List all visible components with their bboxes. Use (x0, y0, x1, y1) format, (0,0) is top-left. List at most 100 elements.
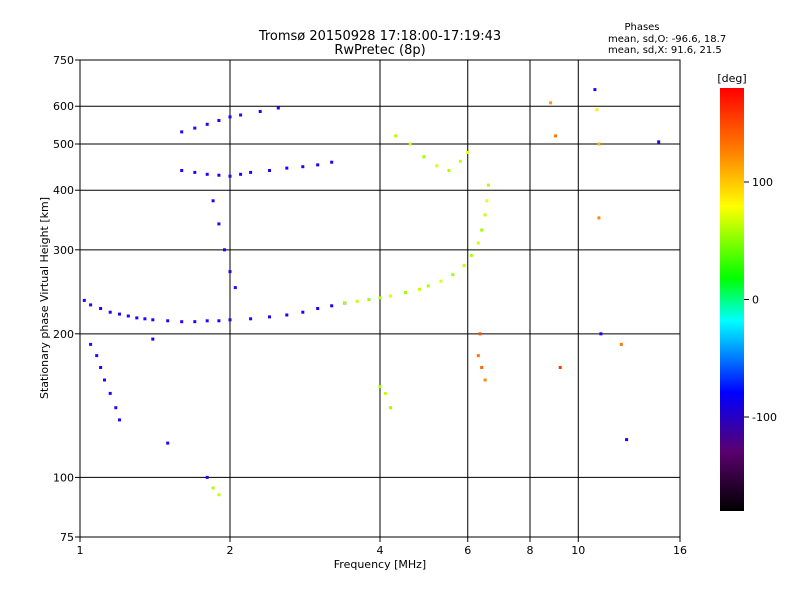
y-tick-label: 200 (53, 328, 74, 341)
data-point (439, 279, 443, 283)
y-tick-label: 400 (53, 184, 74, 197)
data-point (285, 166, 289, 170)
data-point (217, 493, 221, 497)
data-point (301, 310, 305, 314)
data-point (599, 332, 603, 336)
chart-title: Tromsø 20150928 17:18:00-17:19:43 (258, 29, 501, 44)
data-point (476, 241, 480, 245)
data-point (217, 119, 221, 122)
data-point (597, 142, 601, 146)
colorbar-tick-label: -100 (752, 411, 777, 424)
data-point (625, 438, 629, 442)
data-point (408, 142, 412, 146)
data-point (285, 313, 289, 317)
data-point (458, 159, 462, 163)
x-tick-label: 6 (464, 544, 471, 557)
data-point (383, 391, 387, 395)
data-point (223, 248, 226, 252)
data-point (151, 337, 155, 341)
colorbar (720, 88, 744, 511)
data-point (99, 307, 103, 310)
data-point (595, 108, 599, 112)
data-point (180, 169, 184, 172)
x-tick-label: 2 (227, 544, 234, 557)
data-point (258, 110, 262, 113)
x-tick-label: 4 (377, 544, 384, 557)
data-point (193, 170, 197, 174)
data-point (193, 320, 197, 324)
y-tick-label: 100 (53, 471, 74, 484)
data-point (330, 160, 334, 164)
data-point (418, 287, 421, 291)
data-point (480, 228, 484, 232)
x-tick-label: 10 (571, 544, 585, 557)
colorbar-ticks: 100 0 -100 (744, 176, 777, 424)
data-point (485, 199, 489, 203)
colorbar-tick-label: 0 (752, 294, 759, 307)
data-point (558, 366, 562, 369)
phases-o-line: mean, sd,O: -96.6, 18.7 (608, 34, 726, 45)
data-point (233, 286, 237, 290)
data-point (143, 317, 147, 321)
data-point (593, 88, 597, 92)
data-point (249, 317, 253, 321)
data-point (469, 253, 473, 257)
y-tick-label: 600 (53, 100, 74, 113)
data-point (422, 155, 426, 159)
data-point (205, 319, 209, 323)
data-point (447, 169, 451, 172)
data-point (619, 342, 623, 346)
data-point (217, 222, 221, 226)
data-point (99, 366, 103, 369)
data-point (597, 216, 601, 220)
data-point (343, 301, 347, 305)
data-point (483, 213, 487, 217)
y-tick-label: 300 (53, 244, 74, 257)
data-point (239, 113, 243, 117)
data-point (126, 314, 130, 318)
data-point (478, 332, 482, 336)
data-point (211, 486, 215, 490)
colorbar-label: [deg] (717, 72, 746, 85)
data-point (389, 406, 393, 410)
data-point (89, 342, 93, 346)
data-point (151, 318, 155, 322)
colorbar-tick-label: 100 (752, 176, 773, 189)
data-point (476, 354, 480, 358)
data-point (316, 307, 320, 310)
data-point (228, 318, 232, 322)
data-point (389, 294, 393, 298)
data-point (228, 115, 232, 119)
data-point (103, 378, 106, 382)
x-axis-label: Frequency [MHz] (334, 558, 426, 571)
data-point (486, 183, 490, 187)
data-point (301, 165, 305, 169)
data-point (118, 312, 121, 316)
x-tick-label: 8 (527, 544, 534, 557)
data-point (89, 303, 93, 307)
phases-heading: Phases (624, 22, 659, 33)
data-point (480, 366, 484, 369)
data-point (180, 320, 184, 324)
data-point (554, 134, 557, 138)
y-tick-label: 500 (53, 138, 74, 151)
data-point (426, 284, 430, 288)
data-point (82, 298, 86, 302)
y-tick-label: 75 (60, 531, 74, 544)
data-point (205, 475, 209, 479)
data-point (239, 172, 243, 176)
data-point (228, 270, 232, 274)
data-point (549, 101, 553, 105)
data-point (451, 273, 455, 277)
plot-frame (79, 59, 681, 538)
data-point (135, 316, 139, 320)
data-point (114, 406, 118, 410)
axis-ticks: 1 2 4 6 8 10 16 75 100 200 300 400 500 600 750 (53, 54, 687, 557)
data-point (217, 319, 221, 323)
data-point (228, 174, 232, 178)
data-point (276, 106, 280, 110)
data-point (435, 164, 439, 168)
data-point (404, 291, 407, 295)
x-tick-label: 1 (77, 544, 84, 557)
